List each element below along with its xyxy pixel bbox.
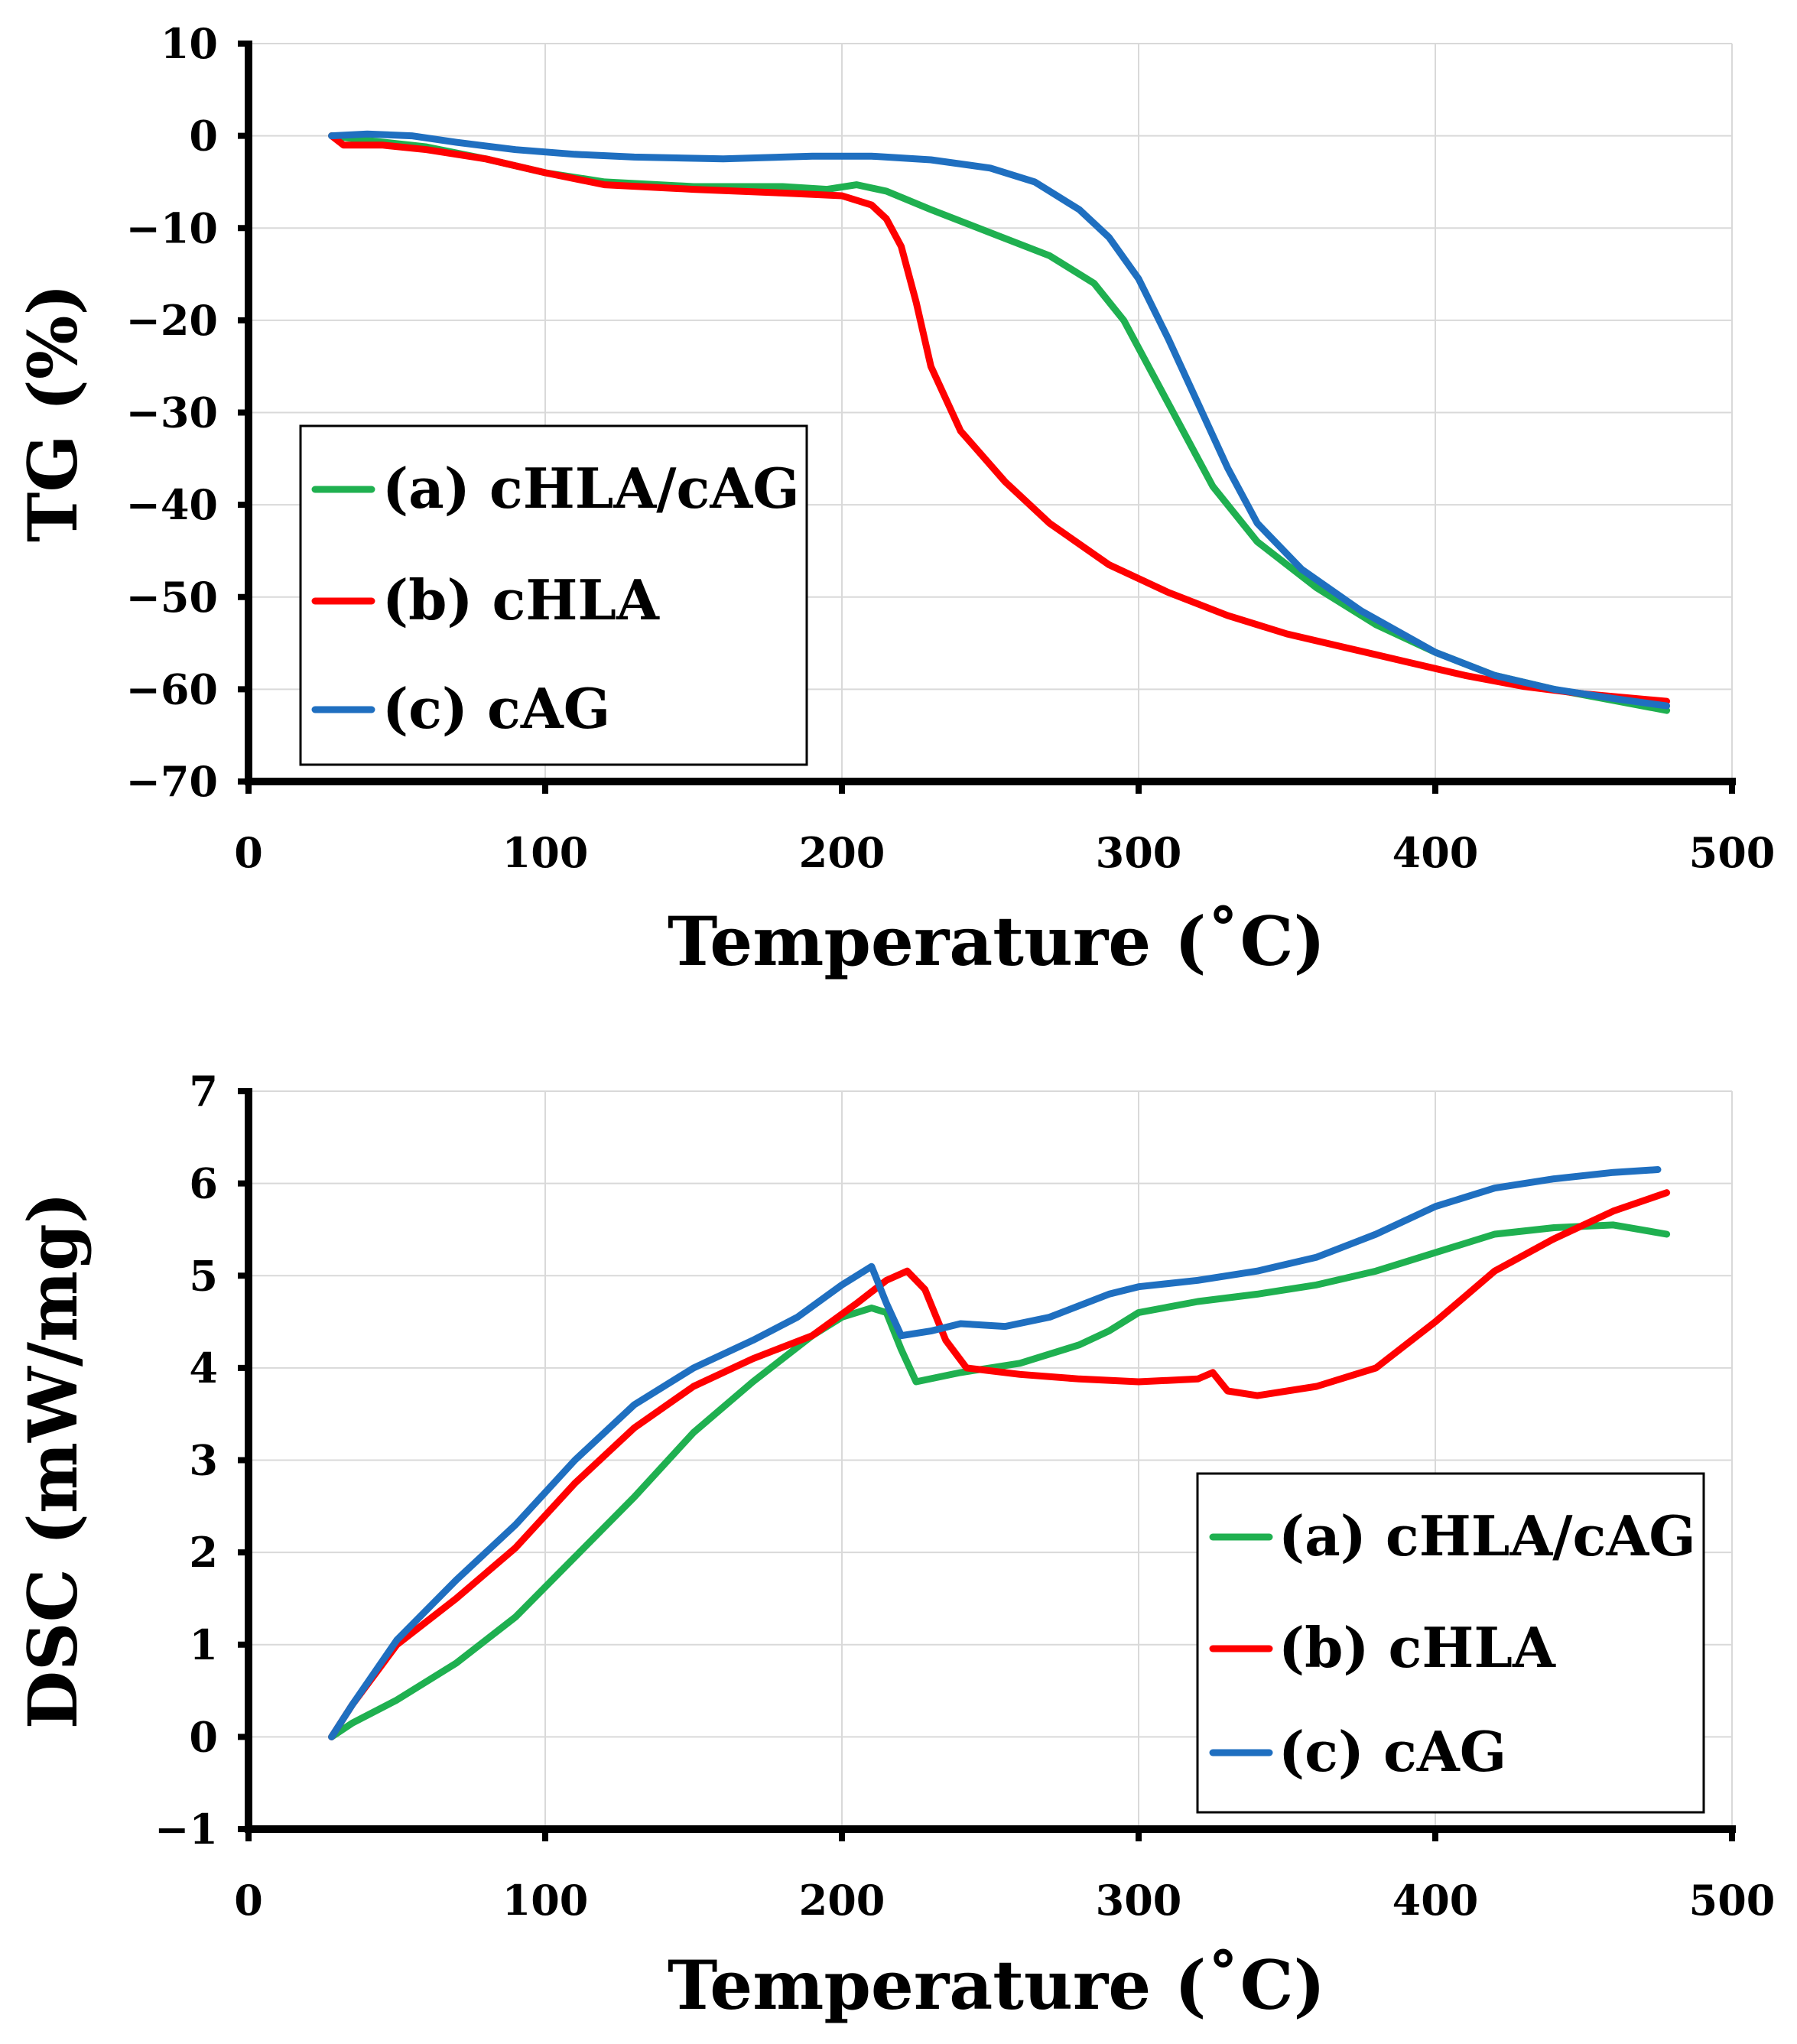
tg-y-tick-label: −40: [126, 480, 218, 529]
tg-legend-label-a: (a) cHLA/cAG: [382, 456, 800, 521]
tg-x-tick-label: 100: [502, 828, 589, 877]
dsc-y-tick-label: 1: [189, 1620, 218, 1669]
tg-y-tick-label: 0: [189, 112, 218, 161]
dsc-series: [328, 1166, 1671, 1740]
tg-legend: (a) cHLA/cAG (b) cHLA (c) cAG: [299, 424, 808, 766]
tg-x-tick-label: 400: [1392, 828, 1479, 877]
dsc-y-tick-label: 4: [189, 1344, 218, 1392]
dsc-y-tick-label: 0: [189, 1712, 218, 1761]
dsc-y-tick-label: 6: [189, 1159, 218, 1208]
tg-x-tick-label: 0: [234, 828, 263, 877]
tg-y-tick-label: 10: [161, 19, 218, 68]
dsc-x-tick-label: 100: [502, 1876, 589, 1925]
tg-y-tick-label: −30: [126, 388, 218, 437]
tg-y-tick-label: −70: [126, 757, 218, 806]
tg-series-c-line: [328, 130, 1671, 710]
dsc-legend: (a) cHLA/cAG (b) cHLA (c) cAG: [1196, 1472, 1705, 1814]
tg-chart: 100−10−20−30−40−50−60−70 0 100 200 300 400 50…: [13, 19, 1775, 981]
dsc-x-tick-label: 200: [799, 1876, 886, 1925]
dsc-series-b-line: [328, 1189, 1671, 1740]
tg-series-b-line: [328, 132, 1671, 705]
tg-y-tick-label: −10: [126, 203, 218, 252]
tg-x-axis-title: Temperature (˚C): [668, 902, 1325, 981]
dsc-x-tick-label: 500: [1689, 1876, 1776, 1925]
dsc-legend-box: [1196, 1472, 1705, 1814]
tg-x-tick-label: 300: [1096, 828, 1182, 877]
dsc-x-tick-label: 400: [1392, 1876, 1479, 1925]
tg-legend-box: [299, 424, 808, 766]
tg-axes: [238, 41, 1736, 794]
dsc-x-tick-labels: 0 100 200 300 400 500: [234, 1876, 1775, 1925]
tg-legend-label-c: (c) cAG: [382, 676, 610, 741]
dsc-x-axis-title: Temperature (˚C): [668, 1945, 1325, 2025]
dsc-y-tick-label: 3: [189, 1436, 218, 1485]
dsc-axes: [238, 1088, 1736, 1841]
dsc-y-tick-label: 7: [189, 1067, 218, 1116]
tg-y-tick-labels: 10 0 −10 −20 −30 −40 −50 −60 −70: [126, 19, 218, 806]
dsc-x-tick-label: 0: [234, 1876, 263, 1925]
dsc-y-tick-label: 5: [189, 1251, 218, 1300]
dsc-y-tick-labels: 7 6 5 4 3 2 1 0 −1: [154, 1067, 218, 1854]
dsc-legend-label-c: (c) cAG: [1279, 1719, 1506, 1784]
tg-legend-label-b: (b) cHLA: [382, 567, 660, 632]
tg-y-tick-label: −60: [126, 665, 218, 713]
dsc-legend-label-a: (a) cHLA/cAG: [1279, 1503, 1696, 1568]
tg-y-tick-label: −50: [126, 573, 218, 622]
dsc-y-tick-label: 2: [189, 1528, 218, 1577]
dsc-x-tick-label: 300: [1096, 1876, 1182, 1925]
dsc-series-c-line: [328, 1166, 1662, 1740]
dsc-legend-label-b: (b) cHLA: [1279, 1615, 1556, 1680]
tg-y-axis-title: TG (%): [13, 284, 93, 542]
tg-x-tick-label: 500: [1689, 828, 1776, 877]
tg-series: [328, 130, 1671, 714]
tg-x-tick-labels: 0 100 200 300 400 500: [234, 828, 1775, 877]
tg-x-tick-label: 200: [799, 828, 886, 877]
tg-y-tick-label: −20: [126, 296, 218, 345]
dsc-y-axis-title: DSC (mW/mg): [13, 1192, 93, 1730]
dsc-y-tick-label: −1: [154, 1805, 218, 1854]
dsc-series-a-line: [328, 1221, 1671, 1740]
